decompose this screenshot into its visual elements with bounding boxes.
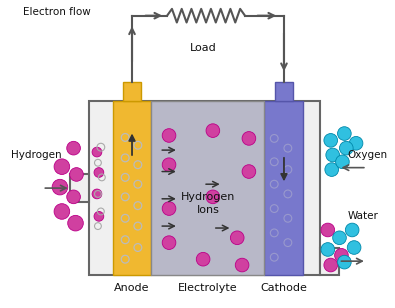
Bar — [320, 248, 339, 275]
Bar — [152, 101, 265, 275]
Circle shape — [52, 179, 68, 195]
Circle shape — [162, 129, 176, 142]
Circle shape — [54, 159, 70, 174]
Bar — [70, 174, 89, 202]
Circle shape — [336, 155, 349, 168]
Circle shape — [68, 215, 83, 231]
Circle shape — [162, 236, 176, 249]
Circle shape — [235, 258, 249, 272]
Circle shape — [338, 255, 351, 269]
Text: Hydrogen: Hydrogen — [11, 150, 62, 160]
Circle shape — [92, 147, 102, 157]
Circle shape — [67, 141, 81, 155]
Text: Cathode: Cathode — [261, 283, 307, 294]
Bar — [89, 101, 320, 275]
Circle shape — [338, 127, 351, 140]
Text: Oxygen: Oxygen — [347, 150, 387, 160]
Circle shape — [321, 243, 335, 256]
Circle shape — [349, 136, 363, 150]
Circle shape — [196, 252, 210, 266]
Circle shape — [67, 190, 81, 204]
Circle shape — [242, 165, 256, 178]
Text: Electron flow: Electron flow — [23, 7, 91, 17]
Circle shape — [326, 148, 339, 162]
Circle shape — [324, 134, 338, 147]
Text: Load: Load — [190, 43, 216, 53]
Circle shape — [230, 231, 244, 245]
Text: Water: Water — [347, 211, 378, 221]
Bar — [265, 101, 303, 275]
Circle shape — [54, 204, 70, 219]
Bar — [275, 82, 293, 101]
Circle shape — [339, 141, 353, 155]
Circle shape — [162, 158, 176, 172]
Text: Hydrogen
Ions: Hydrogen Ions — [181, 192, 235, 215]
Circle shape — [92, 189, 102, 199]
Circle shape — [321, 223, 335, 237]
Circle shape — [162, 202, 176, 215]
Circle shape — [324, 258, 338, 272]
Circle shape — [335, 249, 348, 262]
Circle shape — [242, 132, 256, 145]
Text: Anode: Anode — [114, 283, 150, 294]
Bar — [113, 101, 152, 275]
Bar — [123, 82, 141, 101]
Circle shape — [347, 241, 361, 254]
Circle shape — [70, 168, 83, 181]
Circle shape — [94, 212, 104, 221]
Circle shape — [333, 231, 346, 245]
Text: Electrolyte: Electrolyte — [178, 283, 238, 294]
Circle shape — [345, 223, 359, 237]
Circle shape — [206, 190, 220, 204]
Circle shape — [206, 124, 220, 137]
Circle shape — [94, 168, 104, 177]
Circle shape — [325, 163, 339, 176]
